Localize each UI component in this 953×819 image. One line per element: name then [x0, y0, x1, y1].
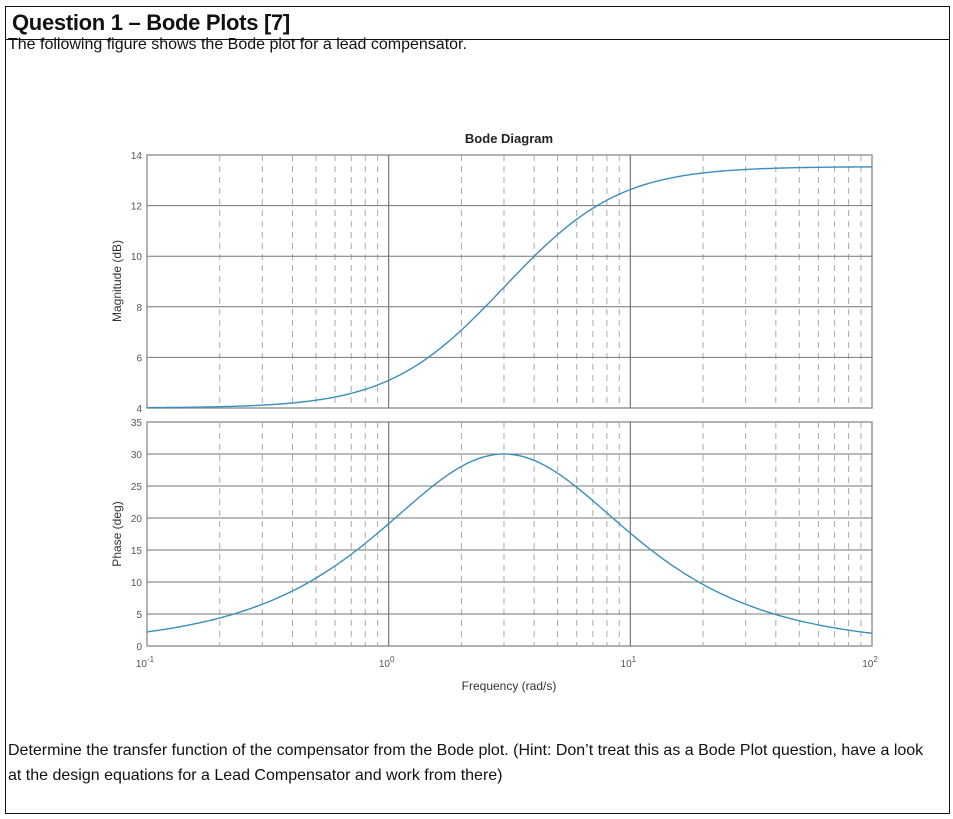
- mag-tick-label: 6: [136, 353, 142, 364]
- mag-tick-label: 10: [131, 252, 143, 263]
- x-tick-label: 102: [862, 655, 878, 670]
- mag-tick-label: 4: [136, 404, 142, 415]
- magnitude-axis-label: Magnitude (dB): [110, 240, 124, 322]
- phase-tick-label: 20: [131, 514, 143, 525]
- phase-tick-label: 25: [131, 482, 143, 493]
- phase-tick-label: 15: [131, 546, 143, 557]
- x-axis-label: Frequency (rad/s): [462, 679, 557, 693]
- phase-tick-label: 0: [136, 642, 142, 653]
- phase-axis-label: Phase (deg): [110, 501, 124, 566]
- mag-tick-label: 12: [131, 202, 143, 213]
- figure-title: Bode Diagram: [465, 131, 553, 146]
- magnitude-curve: [147, 166, 873, 409]
- x-tick-label: 10-1: [136, 655, 155, 670]
- phase-axes: [146, 421, 873, 647]
- question-header: Question 1 – Bode Plots [7]: [6, 7, 949, 40]
- question-title: Question 1 – Bode Plots [7]: [12, 10, 290, 35]
- phase-tick-label: 5: [136, 610, 142, 621]
- phase-curve: [146, 453, 873, 634]
- phase-tick-label: 10: [131, 578, 143, 589]
- phase-tick-label: 30: [131, 450, 143, 461]
- mag-tick-label: 8: [136, 303, 142, 314]
- phase-tick-label: 35: [131, 418, 143, 429]
- mag-tick-label: 14: [131, 151, 143, 162]
- x-tick-label: 101: [621, 655, 637, 670]
- question-text: Determine the transfer function of the c…: [8, 742, 924, 784]
- question-box: Question 1 – Bode Plots [7]: [5, 6, 950, 814]
- intro-text: The following figure shows the Bode plot…: [8, 36, 467, 53]
- x-tick-label: 100: [379, 655, 395, 670]
